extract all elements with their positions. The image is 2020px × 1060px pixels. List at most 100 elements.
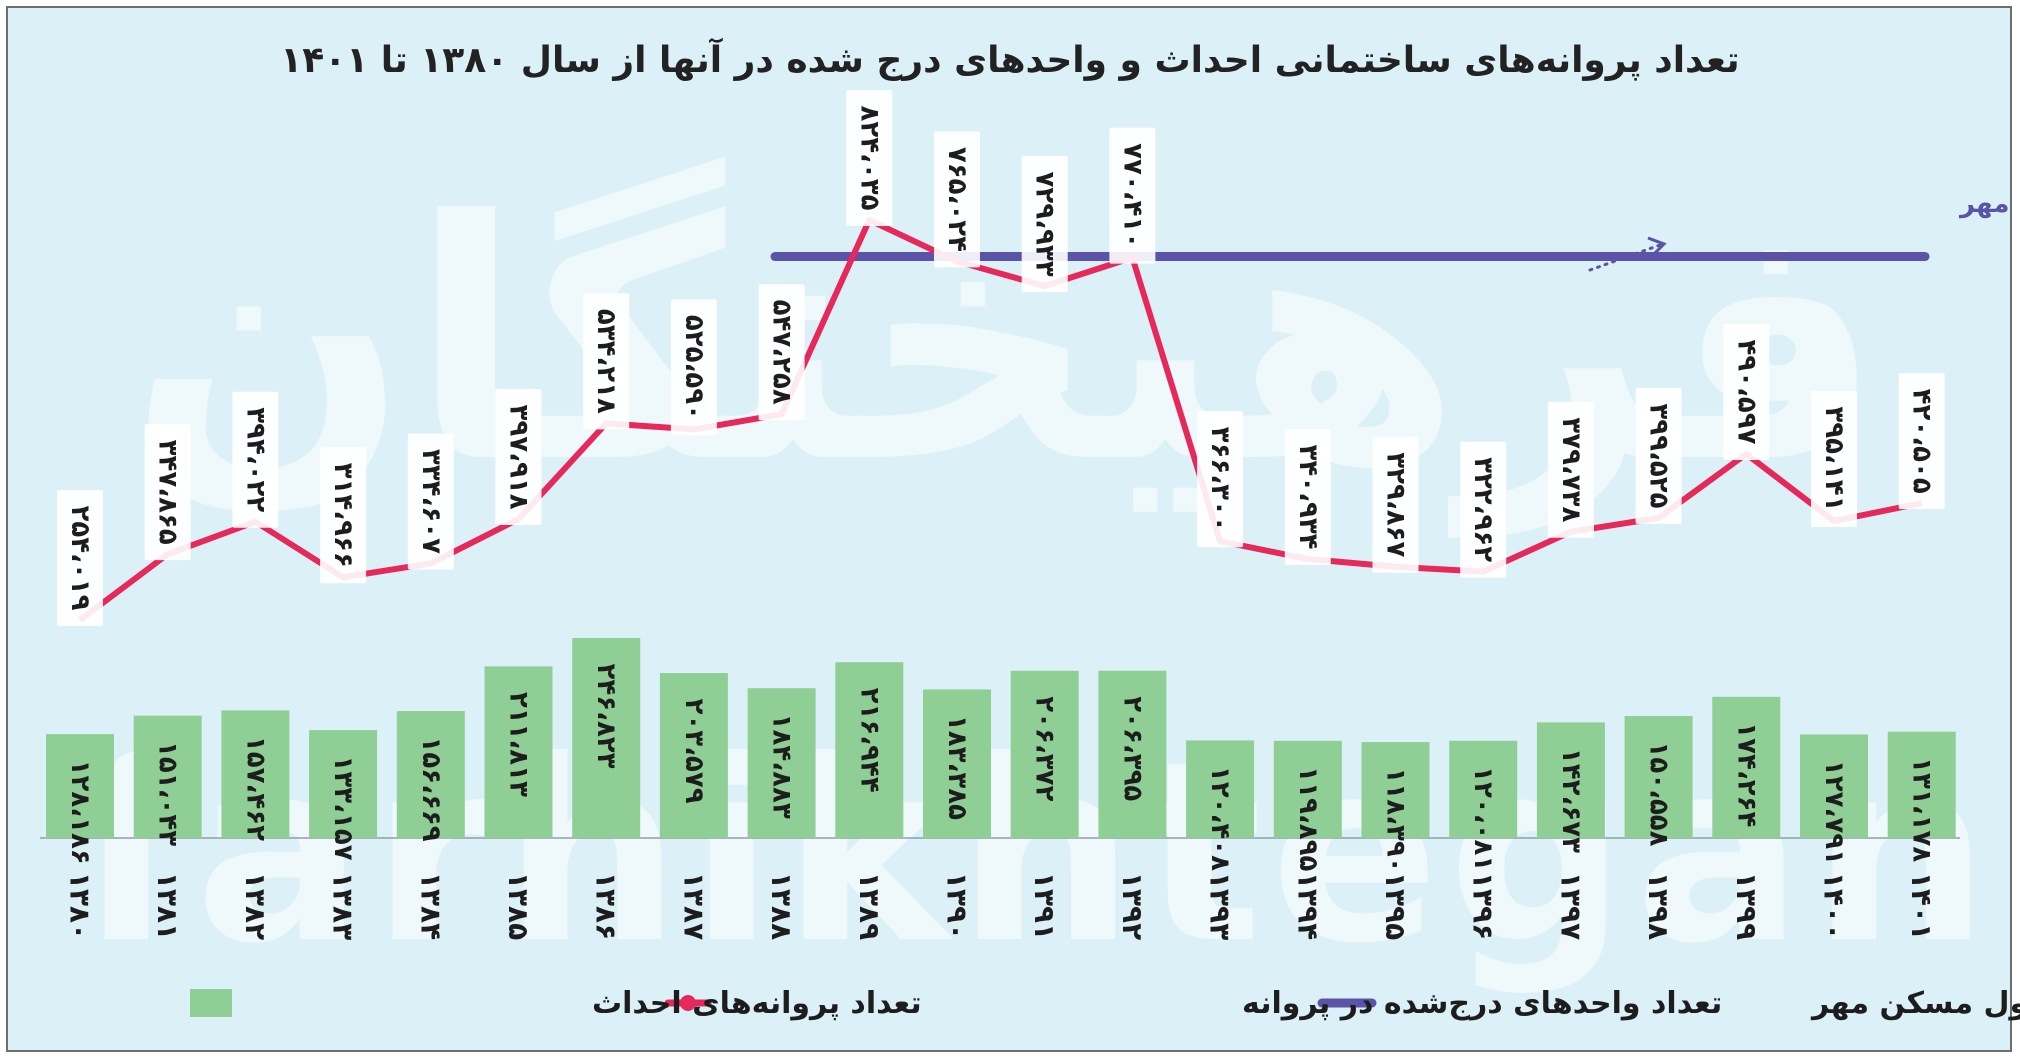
legend-swatch-permits [190,989,232,1017]
line-value-label: ۸۲۴،۰۳۵ [854,105,884,210]
bar [923,689,991,838]
x-tick-label: ۱۳۸۴ [414,872,447,940]
bar-value-label: ۱۷۴،۲۶۴ [1731,722,1761,827]
line-label-box [1635,387,1682,524]
line-value-label: ۵۳۴،۲۱۸ [591,309,621,414]
average-annotation: میانگین ساخت‌وساز در دوره ۴ساله مسکن مهر [1958,188,2020,219]
x-tick-label: ۱۳۹۰ [941,872,974,940]
line-label-box [1547,401,1594,538]
bar-value-label: ۲۰۶،۳۹۵ [1117,696,1147,801]
bar [1536,722,1605,838]
bar-value-label: ۱۴۲،۶۷۳ [1556,748,1586,853]
line-label-box [934,131,980,268]
bar-value-label: ۱۵۰،۵۵۸ [1644,741,1674,846]
legend-label-units: تعداد واحدهای درج‌شده در پروانه [1242,986,1722,1021]
x-tick-label: ۱۳۹۴ [1291,872,1324,940]
x-tick-label: ۱۳۸۰ [64,872,97,940]
line-value-label: ۳۳۴،۶۰۷ [416,449,446,554]
line-value-label: ۴۹۰،۵۹۷ [1731,339,1761,444]
x-tick-label: ۱۳۸۷ [677,872,710,940]
chart-title: تعداد پروانه‌های ساختمانی احداث و واحدها… [280,37,1739,81]
bar [46,734,114,838]
bar-value-label: ۱۳۳،۱۵۷ [328,756,358,861]
line-label-box [1109,127,1156,264]
annotation-arrow-head [1647,236,1667,258]
bar-value-label: ۲۴۶،۸۲۳ [591,663,621,768]
bar [659,673,728,838]
bar [1098,670,1167,838]
bar-value-label: ۲۱۱،۸۱۳ [504,692,534,797]
line-value-label: ۳۶۶،۳۰۰ [1205,427,1235,532]
bar [747,688,816,838]
line-value-label: ۳۱۴،۹۶۶ [328,463,358,568]
bar [1273,740,1342,838]
bar [1449,740,1518,838]
line-value-label: ۲۵۴،۰۱۹ [65,505,95,610]
line-series [78,217,1923,623]
line-value-label: ۳۲۹،۸۶۷ [1381,452,1411,557]
bar-value-label: ۱۲۰،۰۸۱ [1468,766,1498,871]
line-label-box [320,447,367,584]
x-tick-label: ۱۳۹۷ [1554,872,1587,940]
bar-value-label: ۱۲۸،۱۸۶ [65,760,95,865]
bar [1186,740,1255,838]
line-value-label: ۵۴۷،۲۵۸ [767,300,797,405]
line-value-label: ۳۹۵،۱۴۱ [1819,406,1849,511]
line-value-label: ۳۴۷،۸۶۵ [153,440,183,545]
bar [309,730,378,838]
line-label-box [583,293,630,430]
line-value-label: ۴۲۰،۵۰۵ [1907,389,1937,494]
bar [133,715,202,838]
x-tick-label: ۱۳۸۳ [327,872,360,940]
line-label-box [407,433,454,570]
line-value-label: ۳۹۹،۵۲۵ [1644,403,1674,508]
bar [1800,734,1868,838]
x-tick-label: ۱۳۹۳ [1204,872,1237,940]
bar-value-label: ۱۵۶،۶۶۹ [416,737,446,842]
line-value-label: ۷۶۵،۰۲۴ [942,147,972,252]
x-tick-label: ۱۳۸۱ [151,872,184,940]
x-tick-label: ۱۳۸۸ [765,872,798,940]
bar-value-label: ۲۰۶،۳۷۲ [1030,696,1060,801]
line-label-box [1811,390,1857,527]
line-value-label: ۳۲۲،۹۶۲ [1468,457,1498,562]
line-label-box [1372,436,1419,573]
bar [1712,696,1781,838]
line-label-box [495,389,542,526]
x-tick-label: ۱۳۹۵ [1379,872,1412,940]
legend-swatch-units-marker [680,995,696,1011]
x-tick-label: ۱۳۸۵ [502,872,535,940]
bar [572,638,641,838]
bar-value-label: ۲۰۳،۵۷۹ [679,698,709,803]
line-value-label: ۷۲۹،۹۳۳ [1030,171,1060,276]
line-label-box [1197,411,1244,548]
line-value-label: ۳۴۰،۹۳۴ [1293,444,1323,549]
line-label-box [1021,156,1068,293]
line-label-box [1284,429,1331,566]
bar-value-label: ۱۳۱،۱۷۸ [1907,757,1937,862]
bar-value-label: ۲۱۶،۹۴۴ [854,688,884,793]
x-tick-label: ۱۳۹۹ [1730,872,1763,940]
bar [1010,670,1079,838]
bar-value-label: ۱۸۳،۳۸۵ [942,715,972,820]
legend-label-permits: تعداد پروانه‌های احداث [592,986,922,1021]
line-label-box [144,424,191,561]
line-label-box [846,90,893,226]
bar [221,710,290,838]
line-value-label: ۷۷۰،۴۱۰ [1117,143,1147,248]
line-value-label: ۵۲۵،۵۹۰ [679,315,709,420]
line-label-box [758,284,805,421]
line-label-box [57,490,103,626]
x-tick-label: ۱۳۹۸ [1642,872,1675,940]
line-label-box [1723,323,1770,460]
line-label-box [670,299,717,436]
x-tick-label: ۱۳۹۶ [1467,872,1500,940]
bar-value-label: ۱۵۱،۰۴۳ [153,741,183,846]
x-tick-label: ۱۴۰۰ [1818,872,1851,940]
bar-value-label: ۱۵۷،۴۶۲ [240,736,270,841]
bar-value-label: ۱۸۴،۸۸۳ [767,714,797,819]
bar-value-label: ۱۲۰،۴۰۸ [1205,766,1235,871]
line-value-label: ۳۹۷،۹۱۸ [504,404,534,509]
line-value-label: ۳۹۴،۰۲۲ [240,407,270,512]
x-tick-label: ۱۳۸۹ [853,872,886,940]
